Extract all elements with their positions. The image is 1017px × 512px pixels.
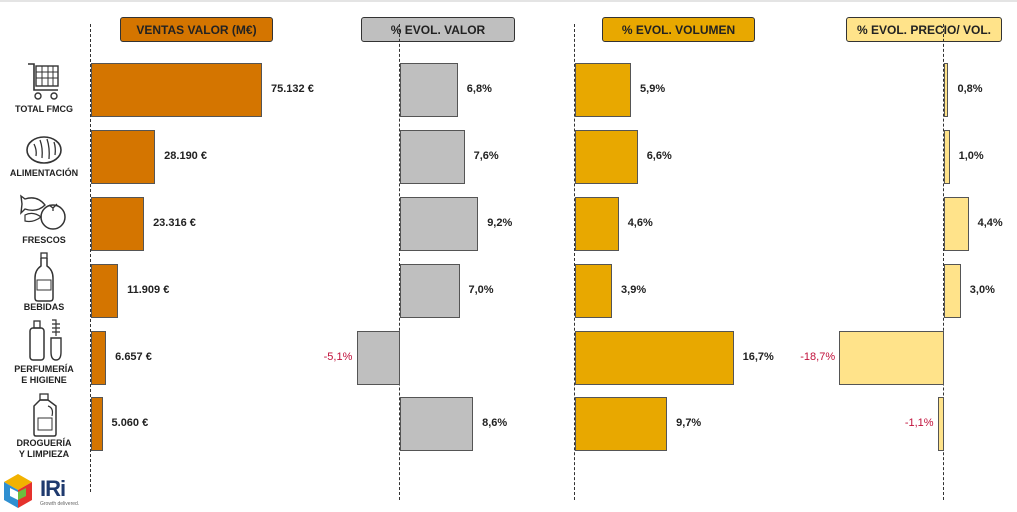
bar-ventas-1: [91, 130, 156, 184]
bar-ventas-0: [91, 63, 262, 117]
toiletries-icon: [29, 319, 62, 361]
category-drogueria: DROGUERÍA Y LIMPIEZA: [2, 392, 86, 460]
bread-icon: [26, 136, 62, 164]
bar-evol-valor-4: [356, 331, 400, 385]
header-evol-volumen: % EVOL. VOLUMEN: [602, 17, 755, 42]
header-ventas-valor: VENTAS VALOR (M€): [120, 17, 273, 42]
detergent-icon: [33, 393, 57, 437]
bar-evol-valor-5: [400, 397, 474, 451]
category-perfumeria: PERFUMERÍA E HIGIENE: [2, 318, 86, 386]
category-label: ALIMENTACIÓN: [9, 168, 79, 178]
bar-ventas-5: [91, 397, 103, 451]
bar-ventas-3: [91, 264, 119, 318]
value-label-ventas-5: 5.060 €: [111, 417, 149, 429]
category-label: PERFUMERÍA E HIGIENE: [14, 364, 74, 385]
value-label-evol-valor-4: -5,1%: [323, 351, 353, 363]
category-label: TOTAL FMCG: [15, 104, 73, 114]
bar-evol-precio-1: [944, 130, 950, 184]
value-label-ventas-4: 6.657 €: [115, 351, 152, 363]
value-label-evol-volumen-2: 4,6%: [627, 217, 653, 229]
value-label-evol-volumen-1: 6,6%: [646, 150, 672, 162]
value-label-evol-volumen-0: 5,9%: [640, 83, 666, 95]
bar-evol-volumen-5: [575, 397, 668, 451]
bar-evol-volumen-2: [575, 197, 619, 251]
bar-ventas-2: [91, 197, 145, 251]
bar-evol-volumen-0: [575, 63, 632, 117]
iri-logo-icon: [4, 474, 32, 508]
value-label-evol-precio-4: -18,7%: [800, 351, 836, 363]
value-label-evol-volumen-5: 9,7%: [676, 417, 702, 429]
bar-evol-precio-2: [944, 197, 969, 251]
axis-evol-valor: [399, 24, 400, 500]
value-label-evol-valor-3: 7,0%: [468, 284, 494, 296]
bottle-icon: [34, 252, 54, 302]
value-label-ventas-1: 28.190 €: [164, 150, 207, 162]
bar-evol-valor-1: [400, 130, 465, 184]
category-label: FRESCOS: [22, 235, 66, 245]
value-label-evol-volumen-3: 3,9%: [621, 284, 647, 296]
bar-evol-volumen-1: [575, 130, 638, 184]
value-label-evol-valor-5: 8,6%: [482, 417, 508, 429]
header-evol-precio: % EVOL. PRECIO/ VOL.: [846, 17, 1002, 42]
bar-evol-volumen-3: [575, 264, 613, 318]
value-label-ventas-2: 23.316 €: [153, 217, 196, 229]
value-label-evol-precio-5: -1,1%: [904, 417, 934, 429]
axis-ventas: [90, 24, 91, 492]
bar-evol-valor-3: [400, 264, 460, 318]
bar-ventas-4: [91, 331, 107, 385]
value-label-ventas-0: 75.132 €: [271, 83, 314, 95]
top-rule: [0, 0, 1017, 2]
value-label-evol-precio-0: 0,8%: [957, 83, 983, 95]
category-bebidas: BEBIDAS: [2, 252, 86, 313]
value-label-evol-precio-3: 3,0%: [969, 284, 995, 296]
value-label-evol-volumen-4: 16,7%: [742, 351, 774, 363]
bar-evol-valor-0: [400, 63, 458, 117]
category-alimentacion: ALIMENTACIÓN: [2, 128, 86, 179]
category-label: DROGUERÍA Y LIMPIEZA: [16, 438, 72, 459]
bar-evol-valor-2: [400, 197, 479, 251]
bar-evol-precio-5: [937, 397, 944, 451]
category-total-fmcg: TOTAL FMCG: [2, 60, 86, 115]
value-label-evol-valor-1: 7,6%: [473, 150, 499, 162]
logo-tagline: Growth delivered.: [40, 501, 80, 507]
bar-evol-precio-4: [839, 331, 944, 385]
value-label-evol-valor-2: 9,2%: [487, 217, 513, 229]
axis-evol-precio: [943, 24, 944, 500]
shopping-cart-icon: [28, 63, 59, 100]
bar-evol-precio-3: [944, 264, 961, 318]
value-label-evol-precio-1: 1,0%: [958, 150, 984, 162]
value-label-evol-valor-0: 6,8%: [466, 83, 492, 95]
logo-text: IRi: [40, 476, 66, 501]
category-frescos: FRESCOS: [2, 193, 86, 246]
bar-evol-precio-0: [944, 63, 949, 117]
bar-evol-volumen-4: [575, 331, 734, 385]
axis-evol-volumen: [574, 24, 575, 500]
category-label: BEBIDAS: [23, 302, 65, 312]
value-label-evol-precio-2: 4,4%: [977, 217, 1003, 229]
value-label-ventas-3: 11.909 €: [127, 284, 170, 296]
fish-tomato-icon: [20, 194, 66, 230]
header-evol-valor: % EVOL. VALOR: [361, 17, 515, 42]
